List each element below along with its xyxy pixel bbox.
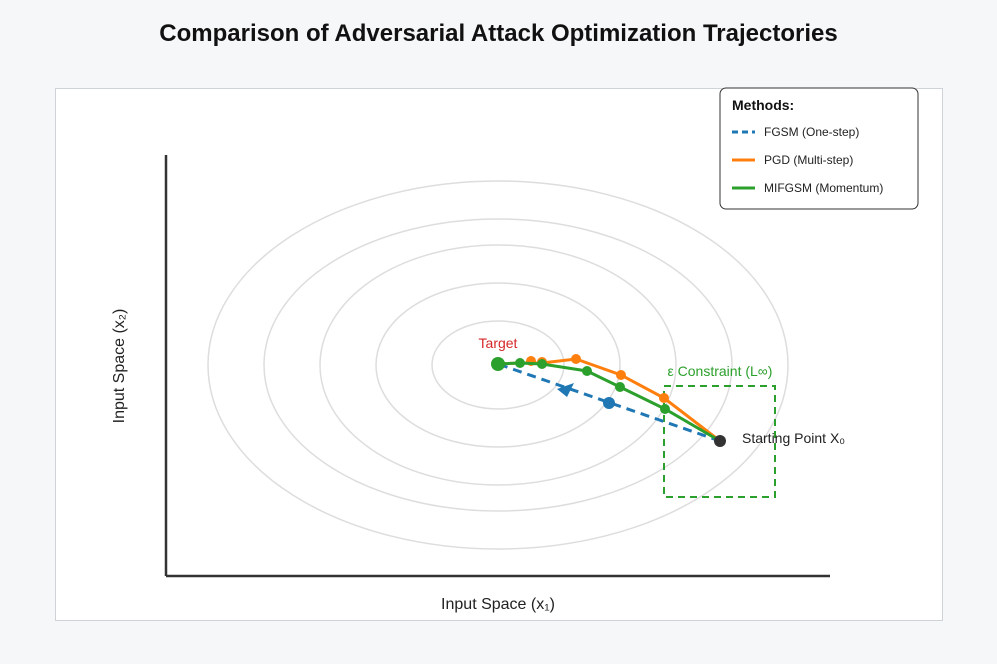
- contour-ring-5: [207, 180, 789, 550]
- target-point: [491, 357, 505, 371]
- pgd-step-point: [659, 393, 669, 403]
- start-point: [714, 435, 726, 447]
- mifgsm-step-point: [537, 359, 547, 369]
- legend-box: [719, 87, 919, 210]
- mifgsm-step-point: [660, 404, 670, 414]
- epsilon-constraint-label: ε Constraint (L∞): [668, 363, 773, 379]
- y-axis-label: Input Space (x₂): [111, 309, 128, 424]
- contour-ring-3: [319, 244, 677, 486]
- mifgsm-trajectory: [497, 358, 721, 443]
- mifgsm-step-point: [615, 382, 625, 392]
- legend: Methods: FGSM (One-step) PGD (Multi-step…: [719, 87, 919, 210]
- contour-ring-2: [375, 282, 621, 448]
- pgd-step-point: [571, 354, 581, 364]
- legend-title: Methods:: [732, 97, 794, 113]
- legend-label-mifgsm: MIFGSM (Momentum): [764, 181, 883, 195]
- contour-ring-4: [263, 218, 733, 512]
- page-title: Comparison of Adversarial Attack Optimiz…: [159, 20, 838, 47]
- loss-contours: [207, 180, 789, 550]
- mifgsm-step-point: [582, 366, 592, 376]
- start-point-label: Starting Point X₀: [742, 430, 845, 446]
- legend-label-pgd: PGD (Multi-step): [764, 153, 853, 167]
- fgsm-step-point: [603, 397, 615, 409]
- pgd-step-point: [616, 370, 626, 380]
- x-axis-label: Input Space (x₁): [441, 596, 555, 613]
- fgsm-path: [497, 362, 721, 443]
- mifgsm-step-point: [515, 358, 525, 368]
- epsilon-constraint-box: [663, 385, 776, 498]
- target-label: Target: [479, 335, 518, 351]
- legend-label-fgsm: FGSM (One-step): [764, 125, 859, 139]
- fgsm-trajectory: [497, 362, 721, 443]
- contour-ring-1: [431, 320, 565, 410]
- fgsm-direction-arrow: [557, 383, 574, 397]
